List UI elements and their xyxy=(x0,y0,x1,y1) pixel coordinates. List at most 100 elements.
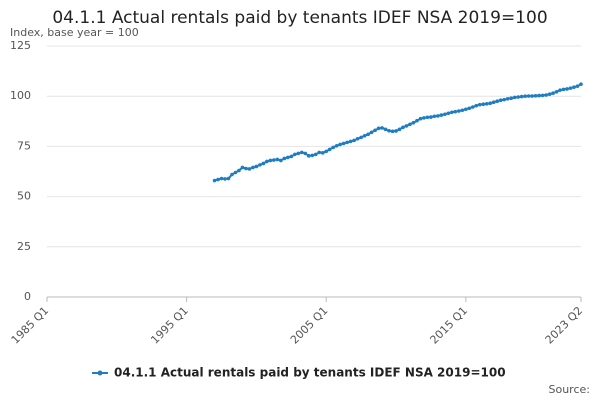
point xyxy=(575,84,580,88)
point xyxy=(223,177,227,181)
x-tick-label: 2005 Q1 xyxy=(288,304,331,347)
point xyxy=(537,93,541,98)
point xyxy=(464,107,468,112)
point xyxy=(401,125,405,130)
point xyxy=(530,94,534,98)
point xyxy=(425,115,430,120)
point xyxy=(540,93,545,98)
point xyxy=(251,165,255,170)
point xyxy=(457,109,461,113)
point xyxy=(282,156,287,161)
point xyxy=(436,114,440,118)
x-tick-label: 1995 Q1 xyxy=(148,304,191,347)
point xyxy=(359,135,363,140)
point xyxy=(244,166,248,171)
point xyxy=(338,142,342,147)
point xyxy=(491,100,496,105)
point xyxy=(467,106,472,111)
point xyxy=(348,139,353,144)
point xyxy=(509,96,513,101)
point xyxy=(460,108,465,113)
point xyxy=(411,120,416,125)
point xyxy=(544,93,548,97)
point xyxy=(341,141,346,146)
point xyxy=(324,149,329,154)
point xyxy=(502,97,507,102)
point xyxy=(512,95,517,100)
point xyxy=(303,151,308,156)
point xyxy=(212,178,217,183)
point xyxy=(432,114,437,119)
point xyxy=(240,165,245,170)
y-tick-label: 25 xyxy=(17,240,31,253)
point xyxy=(272,158,276,162)
point xyxy=(226,176,231,181)
x-tick-label: 2023 Q2 xyxy=(543,304,586,347)
y-axis-label: Index, base year = 100 xyxy=(10,26,139,39)
point xyxy=(565,87,569,91)
y-tick-label: 100 xyxy=(10,89,31,102)
point xyxy=(453,109,458,114)
point xyxy=(383,127,388,132)
point xyxy=(334,143,339,148)
point xyxy=(289,154,294,159)
x-tick-label: 2015 Q1 xyxy=(428,304,471,347)
point xyxy=(390,129,395,134)
point xyxy=(561,87,566,92)
point xyxy=(355,136,360,141)
point xyxy=(317,150,322,155)
point xyxy=(258,163,262,167)
y-tick-label: 50 xyxy=(17,190,31,203)
line xyxy=(214,83,582,182)
point xyxy=(237,168,241,173)
point xyxy=(579,82,583,86)
point xyxy=(369,130,374,135)
legend-text: 04.1.1 Actual rentals paid by tenants ID… xyxy=(114,366,506,380)
point xyxy=(254,164,259,169)
point xyxy=(352,138,356,143)
point xyxy=(471,105,475,109)
point xyxy=(233,170,238,175)
point xyxy=(547,92,552,96)
point xyxy=(495,99,500,104)
point xyxy=(572,85,576,89)
chart-title: 04.1.1 Actual rentals paid by tenants ID… xyxy=(52,8,547,28)
point xyxy=(523,94,527,98)
point xyxy=(261,161,266,166)
point xyxy=(450,110,454,115)
point xyxy=(519,94,524,99)
point xyxy=(268,158,273,163)
point xyxy=(526,94,531,98)
point xyxy=(320,151,325,155)
point xyxy=(265,159,269,164)
point xyxy=(415,118,419,123)
legend-marker xyxy=(97,370,103,376)
point xyxy=(313,152,318,157)
point xyxy=(488,101,493,106)
point xyxy=(230,172,234,177)
point xyxy=(345,140,349,145)
point xyxy=(310,153,315,158)
point xyxy=(299,150,304,155)
point xyxy=(418,116,423,121)
point xyxy=(422,116,426,120)
point xyxy=(446,111,451,116)
point xyxy=(477,102,482,107)
point xyxy=(481,102,486,107)
point xyxy=(505,97,510,101)
point xyxy=(279,158,283,163)
point xyxy=(373,128,377,133)
point xyxy=(380,126,384,130)
point xyxy=(327,147,332,152)
point xyxy=(275,157,280,162)
x-tick-label: 1985 Q1 xyxy=(9,304,52,347)
point xyxy=(429,115,433,119)
point xyxy=(516,95,520,99)
point xyxy=(533,93,538,98)
y-tick-label: 75 xyxy=(17,139,31,152)
point xyxy=(551,91,555,95)
y-tick-label: 0 xyxy=(24,290,31,303)
point xyxy=(443,112,447,117)
